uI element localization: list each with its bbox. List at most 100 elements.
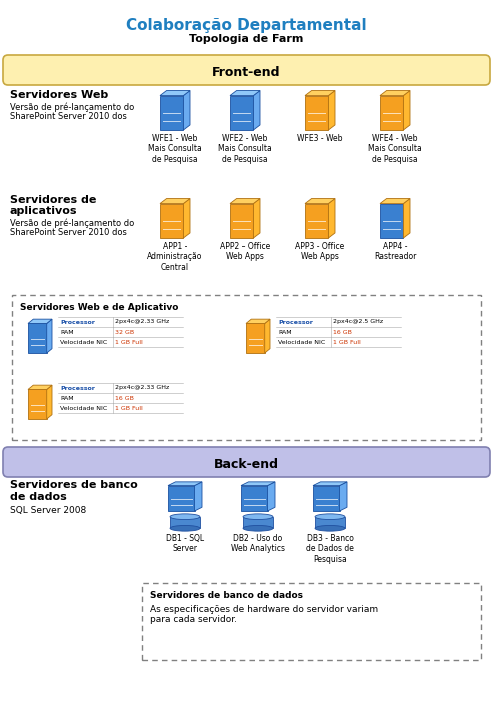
Text: 1 GB Full: 1 GB Full <box>115 340 143 345</box>
Polygon shape <box>230 198 260 203</box>
Text: SharePoint Server 2010 dos: SharePoint Server 2010 dos <box>10 228 127 237</box>
Text: aplicativos: aplicativos <box>10 206 77 216</box>
Polygon shape <box>305 203 328 238</box>
Polygon shape <box>230 90 260 95</box>
Polygon shape <box>28 385 52 390</box>
Text: DB2 - Uso do
Web Analytics: DB2 - Uso do Web Analytics <box>231 534 285 554</box>
Text: Servidores Web: Servidores Web <box>10 90 108 100</box>
Polygon shape <box>380 203 403 238</box>
Polygon shape <box>183 198 190 238</box>
Text: Back-end: Back-end <box>213 457 279 470</box>
Ellipse shape <box>170 525 200 531</box>
Polygon shape <box>328 198 335 238</box>
Ellipse shape <box>315 514 345 520</box>
Polygon shape <box>168 482 202 486</box>
Polygon shape <box>160 95 183 130</box>
Text: 1 GB Full: 1 GB Full <box>333 340 361 345</box>
Polygon shape <box>315 517 345 528</box>
Text: APP2 – Office
Web Apps: APP2 – Office Web Apps <box>220 242 270 261</box>
Polygon shape <box>183 90 190 130</box>
Text: 16 GB: 16 GB <box>115 395 134 400</box>
Text: Versão de pré-lançamento do: Versão de pré-lançamento do <box>10 103 134 112</box>
Text: SQL Server 2008: SQL Server 2008 <box>10 506 86 515</box>
Text: Servidores de banco de dados: Servidores de banco de dados <box>150 591 303 600</box>
Text: Servidores Web e de Aplicativo: Servidores Web e de Aplicativo <box>20 303 178 312</box>
Polygon shape <box>230 95 253 130</box>
Polygon shape <box>305 90 335 95</box>
Text: 1 GB Full: 1 GB Full <box>115 405 143 410</box>
Ellipse shape <box>243 514 273 520</box>
Polygon shape <box>160 203 183 238</box>
Ellipse shape <box>170 514 200 520</box>
Polygon shape <box>246 323 265 353</box>
Polygon shape <box>403 198 410 238</box>
Text: Processor: Processor <box>278 320 313 325</box>
Text: Servidores de banco: Servidores de banco <box>10 480 138 490</box>
Text: Versão de pré-lançamento do: Versão de pré-lançamento do <box>10 219 134 229</box>
Text: RAM: RAM <box>60 395 73 400</box>
Text: Processor: Processor <box>60 385 95 390</box>
Polygon shape <box>253 90 260 130</box>
Text: WFE2 - Web
Mais Consulta
de Pesquisa: WFE2 - Web Mais Consulta de Pesquisa <box>218 134 272 164</box>
Polygon shape <box>403 90 410 130</box>
Polygon shape <box>28 390 47 419</box>
Ellipse shape <box>243 525 273 531</box>
Text: 2px4c@2.33 GHz: 2px4c@2.33 GHz <box>115 320 169 325</box>
Text: Servidores de: Servidores de <box>10 195 96 205</box>
Polygon shape <box>47 385 52 419</box>
Polygon shape <box>313 482 347 486</box>
FancyBboxPatch shape <box>3 55 490 85</box>
Text: 2px4c@2.33 GHz: 2px4c@2.33 GHz <box>115 385 169 390</box>
Polygon shape <box>195 482 202 511</box>
Polygon shape <box>313 486 340 511</box>
Polygon shape <box>340 482 347 511</box>
Text: 16 GB: 16 GB <box>333 330 352 335</box>
Polygon shape <box>265 319 270 353</box>
FancyBboxPatch shape <box>3 447 490 477</box>
FancyBboxPatch shape <box>142 583 481 660</box>
Text: WFE1 - Web
Mais Consulta
de Pesquisa: WFE1 - Web Mais Consulta de Pesquisa <box>148 134 202 164</box>
Text: APP4 -
Rastreador: APP4 - Rastreador <box>374 242 416 261</box>
Polygon shape <box>230 203 253 238</box>
Text: DB3 - Banco
de Dados de
Pesquisa: DB3 - Banco de Dados de Pesquisa <box>306 534 354 564</box>
Text: APP1 -
Administração
Central: APP1 - Administração Central <box>147 242 203 272</box>
Polygon shape <box>305 95 328 130</box>
Polygon shape <box>243 517 273 528</box>
Text: 32 GB: 32 GB <box>115 330 134 335</box>
Text: DB1 - SQL
Server: DB1 - SQL Server <box>166 534 204 554</box>
Text: Velocidade NIC: Velocidade NIC <box>60 405 107 410</box>
Text: RAM: RAM <box>278 330 292 335</box>
Text: 2px4c@2.5 GHz: 2px4c@2.5 GHz <box>333 320 383 325</box>
Text: Velocidade NIC: Velocidade NIC <box>278 340 325 345</box>
Text: APP3 - Office
Web Apps: APP3 - Office Web Apps <box>295 242 345 261</box>
Polygon shape <box>305 198 335 203</box>
Polygon shape <box>268 482 275 511</box>
Text: Topologia de Farm: Topologia de Farm <box>189 34 303 44</box>
Text: WFE3 - Web: WFE3 - Web <box>297 134 343 143</box>
Text: Front-end: Front-end <box>212 66 280 78</box>
Polygon shape <box>160 90 190 95</box>
Text: WFE4 - Web
Mais Consulta
de Pesquisa: WFE4 - Web Mais Consulta de Pesquisa <box>368 134 422 164</box>
Polygon shape <box>47 319 52 353</box>
Polygon shape <box>253 198 260 238</box>
Polygon shape <box>28 319 52 323</box>
Polygon shape <box>168 486 195 511</box>
Polygon shape <box>380 198 410 203</box>
Text: RAM: RAM <box>60 330 73 335</box>
Polygon shape <box>328 90 335 130</box>
FancyBboxPatch shape <box>12 295 481 440</box>
Polygon shape <box>170 517 200 528</box>
Polygon shape <box>246 319 270 323</box>
Polygon shape <box>380 90 410 95</box>
Polygon shape <box>241 486 268 511</box>
Ellipse shape <box>315 525 345 531</box>
Polygon shape <box>380 95 403 130</box>
Polygon shape <box>160 198 190 203</box>
Text: Processor: Processor <box>60 320 95 325</box>
Text: SharePoint Server 2010 dos: SharePoint Server 2010 dos <box>10 112 127 121</box>
Text: Velocidade NIC: Velocidade NIC <box>60 340 107 345</box>
Text: Colaboração Departamental: Colaboração Departamental <box>126 18 366 33</box>
Polygon shape <box>28 323 47 353</box>
Text: de dados: de dados <box>10 492 67 502</box>
Text: As especificações de hardware do servidor variam
para cada servidor.: As especificações de hardware do servido… <box>150 605 378 624</box>
